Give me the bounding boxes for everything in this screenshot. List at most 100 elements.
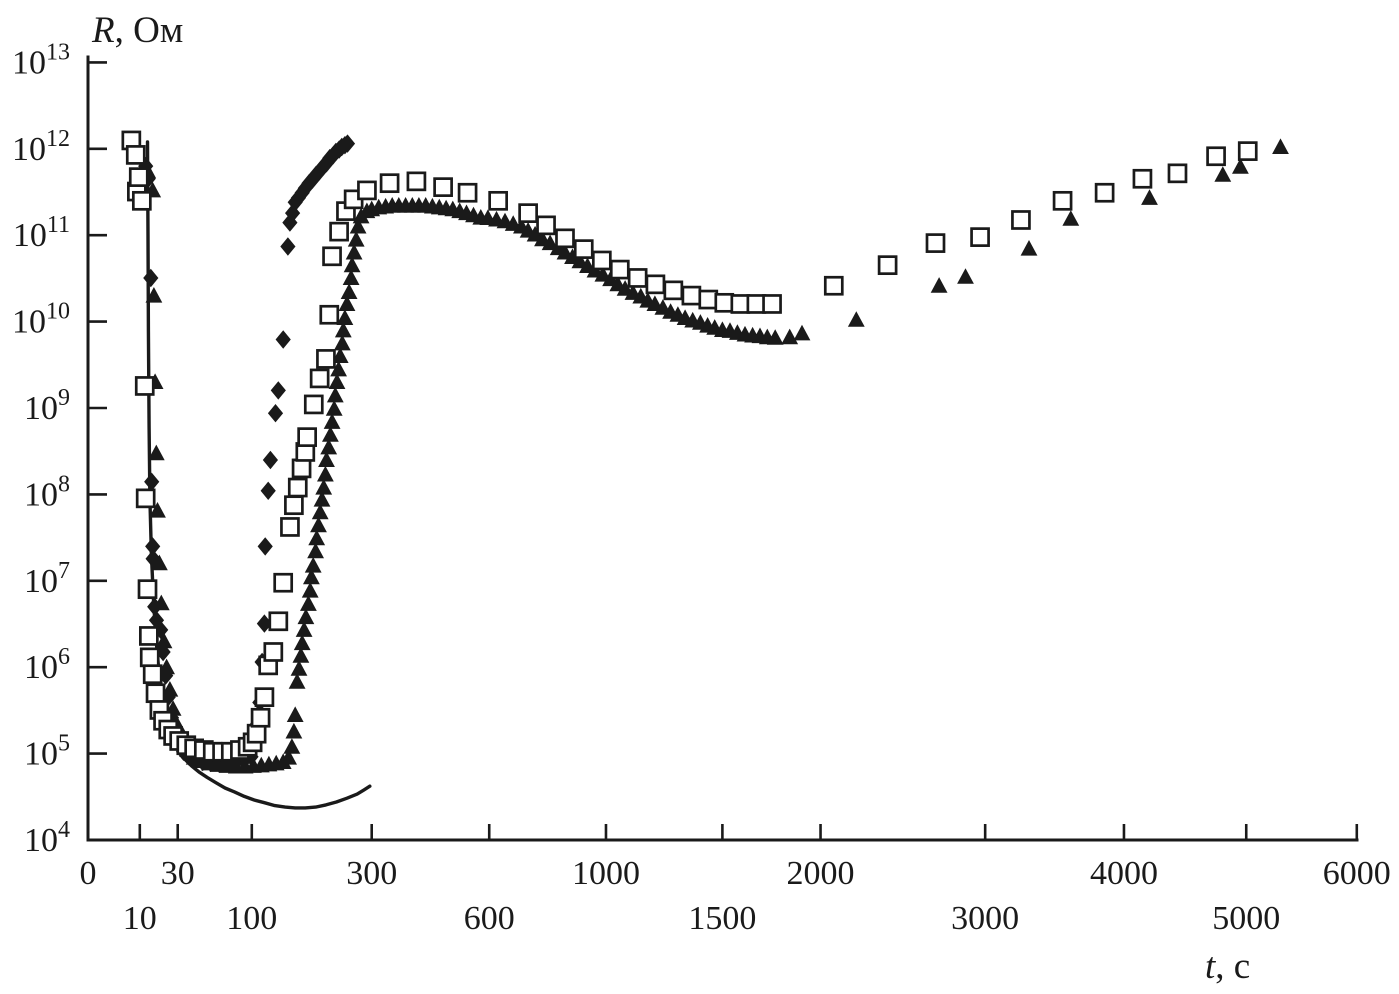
axis-lines <box>86 55 1359 842</box>
filled-triangles-marker <box>541 234 559 251</box>
open-squares-marker <box>254 687 275 708</box>
filled-diamonds-marker <box>138 156 154 176</box>
open-squares-marker <box>555 228 575 249</box>
filled-diamonds-marker <box>285 203 301 223</box>
open-squares-marker <box>1167 163 1188 184</box>
filled-triangles-marker <box>847 311 865 327</box>
open-squares-marker <box>128 167 149 187</box>
open-squares-marker <box>138 626 159 646</box>
open-squares-marker <box>250 707 271 728</box>
filled-diamonds-marker <box>228 752 244 772</box>
x-tick-label: 5000 <box>1212 900 1280 937</box>
open-squares-marker <box>135 488 156 509</box>
open-squares-marker <box>287 477 308 498</box>
x-tick-label: 6000 <box>1323 855 1391 892</box>
filled-triangles-marker <box>147 444 165 461</box>
filled-triangles-marker <box>285 722 303 739</box>
open-squares-marker <box>970 227 990 247</box>
filled-triangles-marker <box>310 516 327 533</box>
filled-triangles-marker <box>342 269 360 285</box>
filled-triangles-marker <box>781 328 799 345</box>
open-squares-marker <box>322 246 342 267</box>
open-squares-marker <box>573 239 594 259</box>
open-squares-marker <box>145 683 166 704</box>
y-tick-label: 1011 <box>13 212 70 254</box>
open-squares-marker <box>142 664 163 685</box>
filled-diamonds-marker <box>282 213 298 232</box>
filled-triangles-marker <box>1062 210 1080 226</box>
filled-triangles-marker <box>334 321 352 338</box>
filled-diamonds-marker <box>297 179 313 198</box>
filled-diamonds-marker <box>155 642 171 662</box>
x-tick-label: 30 <box>161 855 195 892</box>
open-squares-marker <box>627 268 648 288</box>
x-axis-title: t, с <box>1205 946 1250 987</box>
filled-diamonds-marker <box>260 481 276 500</box>
filled-diamonds-marker <box>203 753 219 773</box>
y-tick-label: 109 <box>24 385 70 427</box>
filled-triangles-marker <box>315 479 333 495</box>
filled-triangles-marker <box>320 438 338 455</box>
y-tick-label: 104 <box>24 817 70 859</box>
filled-triangles-marker <box>304 557 322 573</box>
open-squares-marker <box>1237 141 1258 161</box>
filled-triangles-marker <box>338 295 356 311</box>
y-tick-label: 108 <box>24 471 70 513</box>
filled-triangles-marker <box>336 309 354 325</box>
filled-diamonds-marker <box>280 237 296 256</box>
x-tick-label: 10 <box>123 900 157 937</box>
filled-triangles-marker <box>323 413 341 429</box>
y-tick-label: 107 <box>24 558 70 600</box>
filled-diamonds-marker <box>211 754 227 773</box>
filled-triangles-marker <box>1214 166 1232 182</box>
filled-triangles-marker <box>957 268 974 284</box>
open-squares-marker <box>762 294 782 314</box>
filled-triangles-series <box>139 138 1289 774</box>
filled-triangles-marker <box>330 360 347 377</box>
y-tick-label: 1010 <box>12 299 70 341</box>
open-squares-marker <box>536 215 556 236</box>
filled-triangles-marker <box>313 491 331 507</box>
open-squares-marker <box>134 376 155 396</box>
open-squares-marker <box>1011 210 1031 230</box>
open-squares-marker <box>609 259 630 280</box>
filled-triangles-marker <box>317 465 334 482</box>
x-axis-unit: , с <box>1215 946 1250 987</box>
filled-diamonds-marker <box>147 597 163 616</box>
filled-triangles-marker <box>300 595 317 611</box>
filled-diamonds-marker <box>236 750 252 770</box>
y-tick-label: 1012 <box>12 126 70 168</box>
open-squares-marker <box>137 579 158 600</box>
plot-area <box>121 130 1289 810</box>
filled-triangles-marker <box>325 400 343 416</box>
open-squares-marker <box>246 723 267 744</box>
y-axis-unit: , Ом <box>115 10 184 51</box>
filled-triangles-marker <box>283 738 301 754</box>
open-squares-marker <box>131 190 152 211</box>
filled-triangles-marker <box>292 647 310 663</box>
open-squares-marker <box>1052 190 1073 211</box>
filled-triangles-marker <box>286 706 304 722</box>
open-squares-series <box>121 130 1258 762</box>
open-squares-marker <box>488 190 509 211</box>
open-squares-marker <box>1206 146 1226 167</box>
filled-diamonds-marker <box>262 450 278 470</box>
filled-triangles-marker <box>1141 189 1158 205</box>
filled-triangles-marker <box>288 673 306 689</box>
open-squares-marker <box>297 427 317 447</box>
open-squares-marker <box>280 517 300 537</box>
filled-triangles-marker <box>151 554 168 571</box>
y-tick-label: 106 <box>24 644 70 686</box>
open-squares-marker <box>357 180 377 201</box>
open-squares-marker <box>1094 182 1115 203</box>
y-tick-label: 105 <box>24 731 70 773</box>
filled-diamonds-marker <box>143 268 159 288</box>
filled-diamonds-marker <box>220 753 236 773</box>
open-squares-marker <box>284 495 304 516</box>
y-tick-label: 1013 <box>12 39 70 81</box>
open-squares-marker <box>273 572 294 593</box>
filled-triangles-marker <box>766 329 784 345</box>
filled-triangles-marker <box>290 660 308 676</box>
